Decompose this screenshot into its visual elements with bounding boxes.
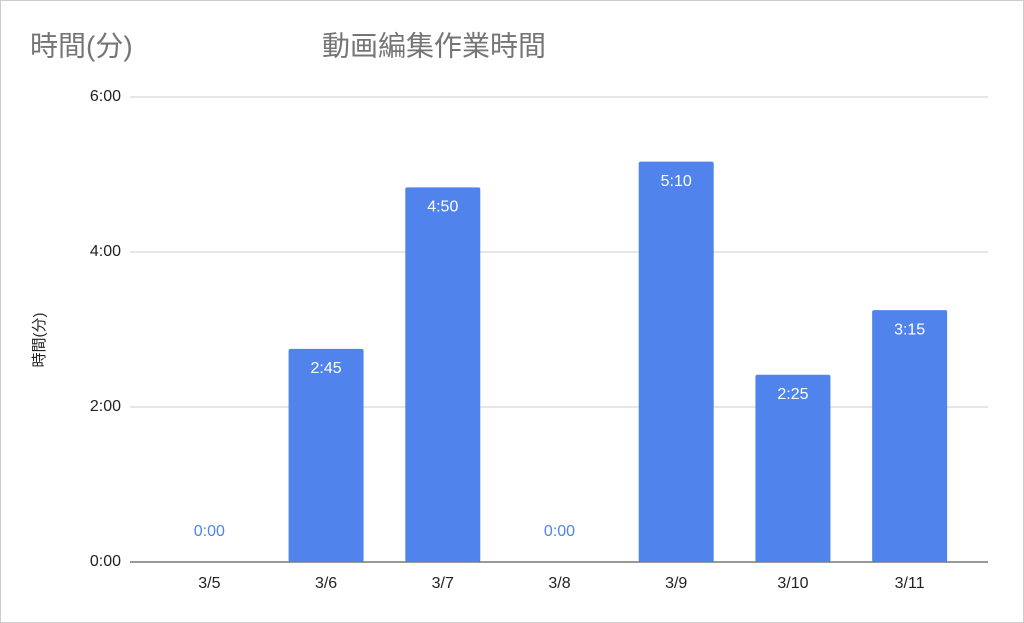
- x-tick-label: 3/6: [315, 575, 337, 592]
- x-tick-label: 3/5: [198, 575, 220, 592]
- data-label: 3:15: [894, 321, 925, 338]
- x-tick-label: 3/10: [777, 575, 808, 592]
- y-tick-label: 0:00: [90, 553, 121, 570]
- y-tick-label: 2:00: [90, 398, 121, 415]
- data-label: 4:50: [427, 199, 458, 216]
- y-tick-label: 6:00: [90, 88, 121, 105]
- x-tick-label: 3/8: [548, 575, 570, 592]
- data-label: 0:00: [194, 523, 225, 540]
- x-tick-label: 3/7: [432, 575, 454, 592]
- corner-label: 時間(分): [30, 30, 133, 61]
- x-tick-label: 3/11: [895, 575, 925, 592]
- bar: [405, 187, 481, 562]
- bar: [288, 348, 364, 562]
- data-label: 5:10: [661, 173, 692, 190]
- y-axis-label: 時間(分): [31, 313, 48, 368]
- bar: [755, 374, 831, 562]
- x-tick-label: 3/9: [665, 575, 687, 592]
- bar: [638, 161, 714, 562]
- chart-title: 動画編集作業時間: [322, 30, 546, 61]
- data-label: 0:00: [544, 523, 575, 540]
- data-label: 2:25: [777, 386, 808, 403]
- bar: [872, 310, 948, 562]
- y-tick-label: 4:00: [90, 243, 121, 260]
- data-label: 2:45: [311, 360, 342, 377]
